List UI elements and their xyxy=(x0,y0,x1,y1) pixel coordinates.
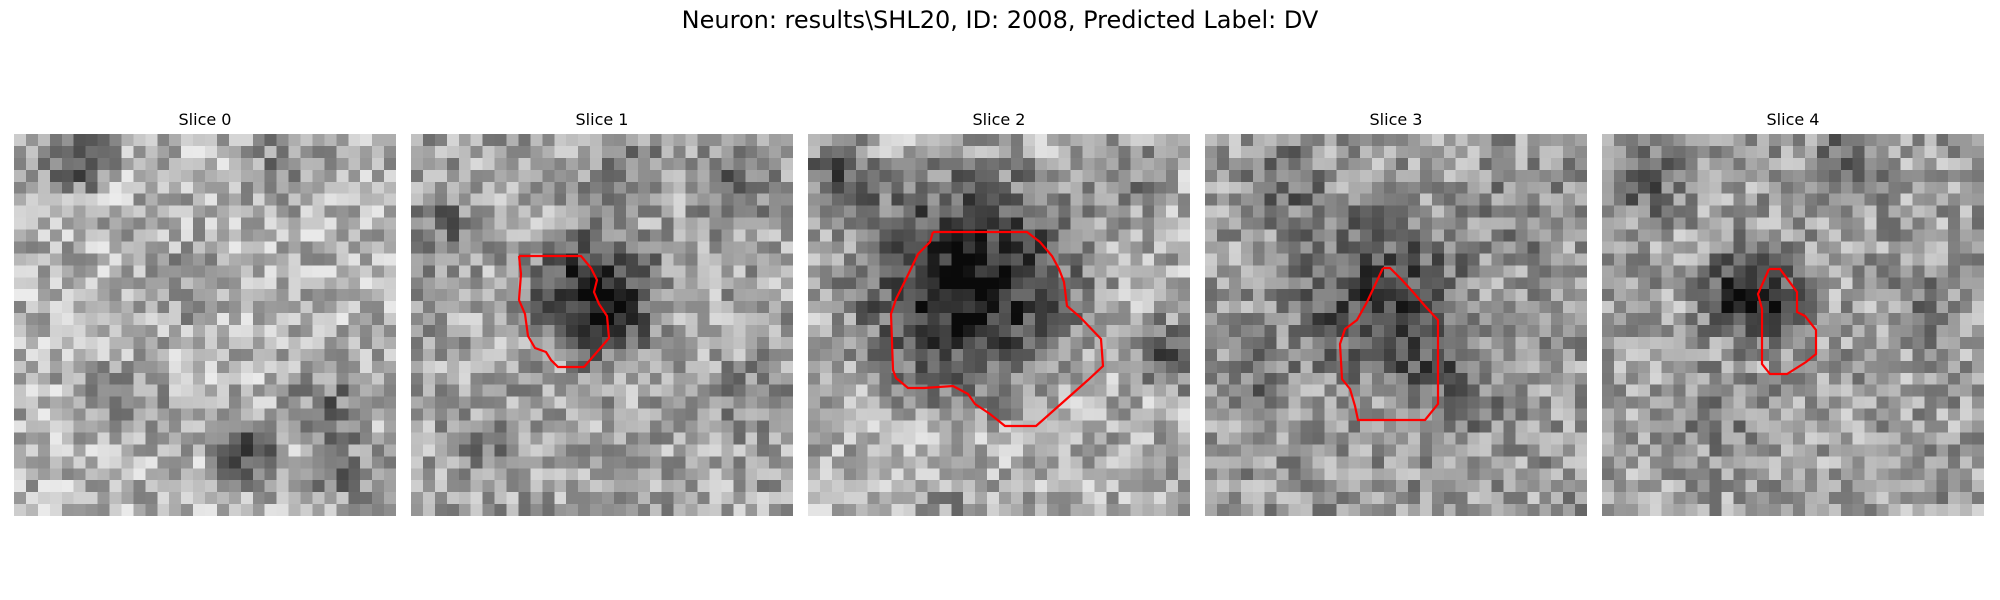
slice-image xyxy=(1205,134,1587,516)
slice-title: Slice 2 xyxy=(972,110,1026,129)
contour-overlay xyxy=(889,230,1105,428)
grayscale-image xyxy=(808,134,1190,516)
slice-title: Slice 4 xyxy=(1766,110,1820,129)
predicted-contour xyxy=(1756,267,1818,376)
slice-panel-3: Slice 3 xyxy=(1205,108,1587,516)
predicted-contour xyxy=(1338,266,1440,422)
slice-panel-0: Slice 0 xyxy=(14,108,396,516)
slice-image xyxy=(808,134,1190,516)
contour-overlay xyxy=(1338,266,1440,422)
contour-overlay xyxy=(517,254,611,369)
slice-panel-2: Slice 2 xyxy=(808,108,1190,516)
slice-panel-1: Slice 1 xyxy=(411,108,793,516)
slice-title: Slice 3 xyxy=(1369,110,1423,129)
slice-title: Slice 0 xyxy=(178,110,232,129)
grayscale-image xyxy=(1205,134,1587,516)
predicted-contour xyxy=(889,230,1105,428)
grayscale-image xyxy=(1602,134,1984,516)
predicted-contour xyxy=(517,254,611,369)
slice-image xyxy=(411,134,793,516)
grayscale-image xyxy=(14,134,396,516)
slice-title: Slice 1 xyxy=(575,110,629,129)
slice-image xyxy=(1602,134,1984,516)
figure-title: Neuron: results\SHL20, ID: 2008, Predict… xyxy=(681,6,1319,34)
grayscale-image xyxy=(411,134,793,516)
slice-panel-4: Slice 4 xyxy=(1602,108,1984,516)
contour-overlay xyxy=(1756,267,1818,376)
slice-image xyxy=(14,134,396,516)
